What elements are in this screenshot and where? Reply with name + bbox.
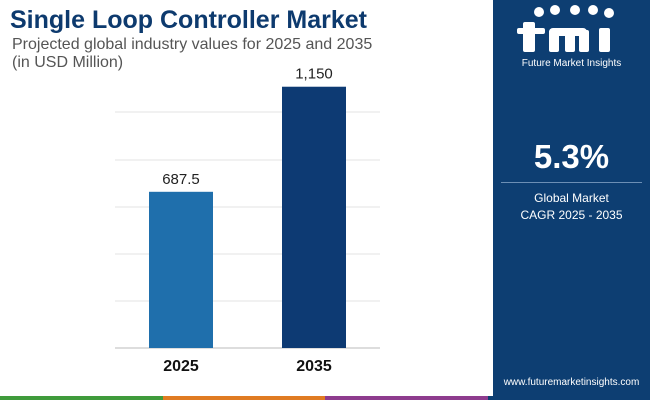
bar-chart: 687.5 2025 1,150 2035 [115,66,380,375]
logo-icon-2 [550,5,560,15]
value-label-2035: 1,150 [295,66,333,83]
cagr-label-line-1: Global Market [534,191,609,205]
logo-icon-1 [534,7,544,17]
cagr-label: Global Market CAGR 2025 - 2035 [493,190,650,224]
subtitle-line-2: (in USD Million) [12,54,124,71]
category-label-2025: 2025 [163,358,199,375]
bottom-bar-segment-2 [162,396,325,400]
bar-2025 [149,191,213,348]
logo-text: Future Market Insights [521,58,622,69]
logo-icon-4 [588,5,598,15]
subtitle-line-1: Projected global industry values for 202… [12,36,373,53]
chart-bars [149,86,346,348]
category-label-2035: 2035 [296,358,332,375]
bottom-bar-segment-3 [325,396,488,400]
chart-subtitle: Projected global industry values for 202… [12,36,412,72]
logo-icon-3 [570,5,580,15]
fmi-logo [517,5,614,52]
cagr-value: 5.3% [533,138,610,175]
cagr-divider [501,182,642,183]
bar-2035 [282,86,346,348]
chart-labels: 687.5 2025 1,150 2035 [162,66,333,375]
website-link[interactable]: www.futuremarketinsights.com [503,377,640,388]
logo-icon-5 [604,8,614,18]
bottom-bar-segment-1 [0,396,163,400]
side-panel: Future Market Insights 5.3% Global Marke… [493,0,650,400]
cagr-label-line-2: CAGR 2025 - 2035 [520,208,623,222]
bottom-bar-segment-4 [487,396,650,400]
chart-title: Single Loop Controller Market [10,6,367,34]
bottom-color-bar [0,396,650,400]
value-label-2025: 687.5 [162,171,200,188]
